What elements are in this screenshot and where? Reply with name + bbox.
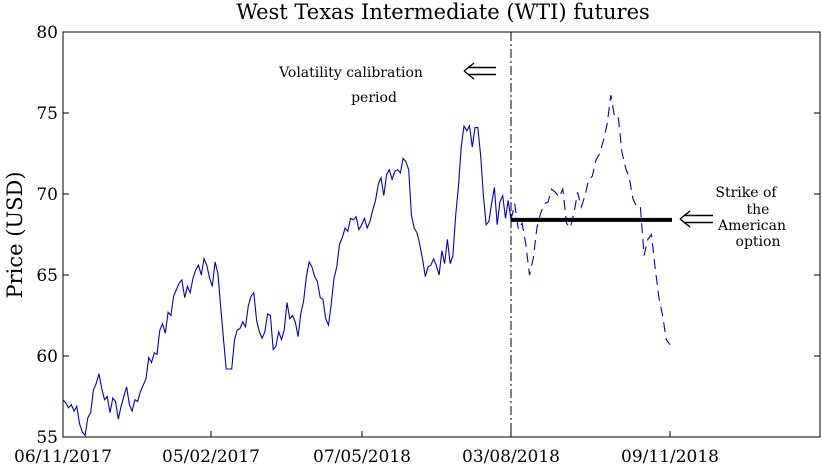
- strike-annotation-line3: American: [717, 218, 786, 234]
- y-tick-label: 55: [36, 428, 58, 448]
- chart-title: West Texas Intermediate (WTI) futures: [236, 0, 650, 24]
- x-tick-label: 03/08/2018: [462, 447, 560, 467]
- plot-frame: [62, 31, 821, 438]
- left-arrow-icon: [463, 62, 496, 80]
- x-axis: 06/11/2017 05/02/2017 07/05/2018 03/08/2018…: [14, 431, 719, 467]
- y-tick-label: 80: [36, 23, 58, 43]
- calibration-annotation-line1: Volatility calibration: [278, 65, 423, 81]
- left-arrow-icon: [679, 210, 713, 228]
- series-line-historical: [62, 124, 512, 437]
- y-tick-label: 60: [36, 347, 58, 367]
- series-line-forecast: [510, 95, 671, 346]
- x-tick-label: 06/11/2017: [14, 447, 112, 467]
- calibration-annotation-line2: period: [351, 90, 397, 106]
- x-tick-label: 07/05/2018: [313, 447, 411, 467]
- y-axis-label: Price (USD): [3, 171, 27, 298]
- x-tick-label: 05/02/2017: [162, 447, 260, 467]
- y-tick-label: 65: [36, 266, 58, 286]
- strike-annotation-line4: option: [736, 234, 781, 250]
- y-tick-label: 70: [36, 185, 58, 205]
- y-tick-label: 75: [36, 104, 58, 124]
- y-axis: 55 60 65 70 75 80: [36, 23, 820, 448]
- x-tick-label: 09/11/2018: [621, 447, 719, 467]
- strike-annotation-line2: the: [747, 202, 770, 218]
- strike-annotation-line1: Strike of: [715, 185, 778, 201]
